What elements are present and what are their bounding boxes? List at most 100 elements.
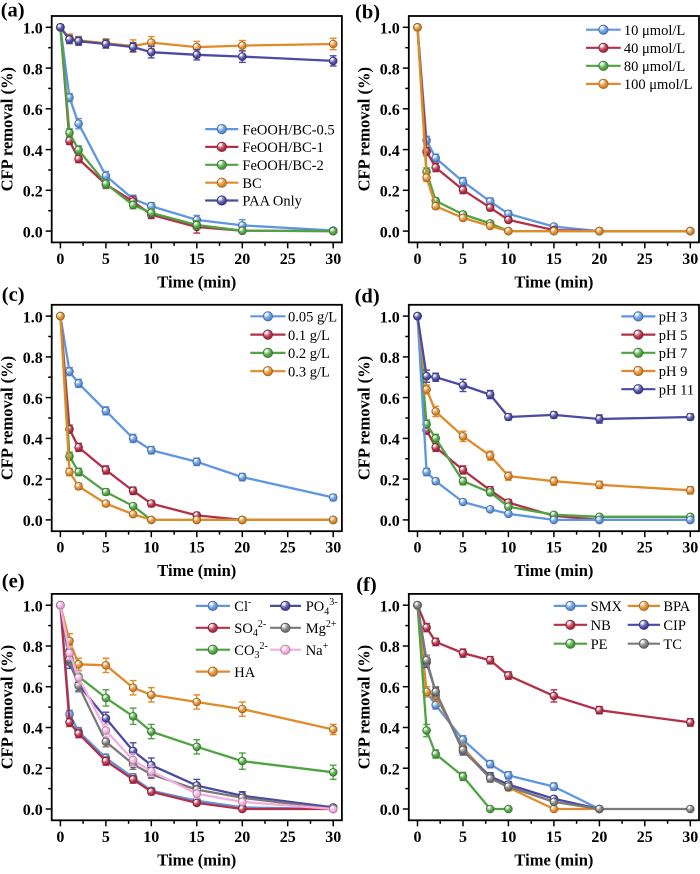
svg-text:30: 30 [325,540,341,557]
svg-text:0.8: 0.8 [380,639,400,656]
svg-text:CIP: CIP [663,618,686,634]
svg-text:HA: HA [234,665,255,681]
svg-text:CFP removal (%): CFP removal (%) [0,356,16,480]
svg-text:0.2: 0.2 [380,761,400,778]
svg-text:Mg2+: Mg2+ [306,619,337,637]
svg-text:0.2: 0.2 [23,472,43,489]
svg-text:25: 25 [280,540,296,557]
svg-text:20: 20 [591,540,607,557]
svg-text:0.4: 0.4 [23,721,43,738]
svg-text:0: 0 [56,540,64,557]
svg-text:pH 7: pH 7 [659,346,688,362]
svg-text:0.6: 0.6 [380,391,400,408]
svg-text:0.6: 0.6 [23,680,43,697]
svg-text:100 μmol/L: 100 μmol/L [624,77,693,93]
svg-text:5: 5 [459,829,467,846]
svg-text:0.6: 0.6 [380,680,400,697]
svg-text:Time (min): Time (min) [514,561,593,580]
svg-text:25: 25 [637,251,653,268]
svg-text:0.4: 0.4 [380,432,400,449]
svg-text:0.3 g/L: 0.3 g/L [288,364,330,380]
svg-text:25: 25 [280,251,296,268]
svg-text:10: 10 [143,829,159,846]
svg-text:0: 0 [414,251,422,268]
svg-text:FeOOH/BC-1: FeOOH/BC-1 [242,140,323,156]
svg-text:30: 30 [682,829,698,846]
svg-text:30: 30 [682,540,698,557]
svg-text:Time (min): Time (min) [157,850,236,869]
svg-text:0.0: 0.0 [23,513,43,530]
svg-text:15: 15 [546,251,562,268]
svg-text:CFP removal (%): CFP removal (%) [355,645,374,769]
svg-text:PE: PE [591,637,608,653]
svg-text:0.4: 0.4 [23,432,43,449]
svg-text:1.0: 1.0 [23,309,43,326]
svg-text:FeOOH/BC-2: FeOOH/BC-2 [242,158,323,174]
svg-text:25: 25 [637,829,653,846]
svg-text:10: 10 [143,251,159,268]
svg-text:15: 15 [189,829,205,846]
svg-text:Time (min): Time (min) [514,272,593,291]
svg-text:(a): (a) [1,0,25,21]
svg-text:pH 3: pH 3 [659,310,688,326]
svg-text:Time (min): Time (min) [514,850,593,869]
svg-text:20: 20 [234,829,250,846]
svg-text:Na+: Na+ [306,641,329,659]
svg-text:5: 5 [459,251,467,268]
svg-text:TC: TC [663,637,682,653]
svg-text:20: 20 [234,540,250,557]
svg-text:(d): (d) [355,286,380,308]
svg-text:10: 10 [500,829,516,846]
svg-text:Cl-: Cl- [234,597,251,615]
svg-text:0.0: 0.0 [380,513,400,530]
svg-text:1.0: 1.0 [380,21,400,38]
svg-text:0: 0 [56,251,64,268]
svg-text:(e): (e) [2,571,25,593]
svg-text:0.8: 0.8 [23,639,43,656]
svg-text:CFP removal (%): CFP removal (%) [355,356,374,480]
svg-text:0.05 g/L: 0.05 g/L [288,310,337,326]
svg-text:NB: NB [591,618,611,634]
svg-text:CFP removal (%): CFP removal (%) [0,67,16,191]
svg-text:PAA Only: PAA Only [242,194,302,210]
svg-text:SMX: SMX [591,599,623,615]
svg-text:0: 0 [56,829,64,846]
svg-text:0.0: 0.0 [380,802,400,819]
svg-text:20: 20 [591,251,607,268]
svg-text:5: 5 [102,540,110,557]
svg-text:0.8: 0.8 [380,61,400,78]
svg-text:10 μmol/L: 10 μmol/L [624,23,685,39]
svg-text:0.8: 0.8 [23,350,43,367]
svg-text:(b): (b) [355,1,380,23]
svg-text:0.8: 0.8 [380,350,400,367]
svg-text:Time (min): Time (min) [157,272,236,291]
svg-text:10: 10 [500,251,516,268]
svg-text:30: 30 [325,829,341,846]
svg-text:0.4: 0.4 [380,721,400,738]
svg-text:25: 25 [280,829,296,846]
svg-text:10: 10 [500,540,516,557]
svg-text:0.1 g/L: 0.1 g/L [288,328,330,344]
svg-text:(c): (c) [2,284,25,306]
svg-text:CFP removal (%): CFP removal (%) [0,645,16,769]
svg-text:25: 25 [637,540,653,557]
svg-text:30: 30 [682,251,698,268]
svg-text:pH 5: pH 5 [659,328,688,344]
svg-text:CO32-: CO32- [234,641,267,661]
svg-text:10: 10 [143,540,159,557]
svg-text:1.0: 1.0 [380,598,400,615]
svg-text:pH 11: pH 11 [659,382,694,398]
svg-text:15: 15 [189,540,205,557]
svg-text:5: 5 [459,540,467,557]
svg-text:0.2: 0.2 [380,184,400,201]
svg-text:0: 0 [414,540,422,557]
svg-text:80 μmol/L: 80 μmol/L [624,59,685,75]
svg-text:1.0: 1.0 [23,598,43,615]
svg-text:BPA: BPA [663,599,690,615]
svg-text:0.0: 0.0 [23,802,43,819]
svg-text:0.4: 0.4 [23,143,43,160]
svg-text:15: 15 [189,251,205,268]
svg-text:0.0: 0.0 [23,224,43,241]
svg-text:(f): (f) [356,574,376,596]
svg-text:BC: BC [242,176,261,192]
